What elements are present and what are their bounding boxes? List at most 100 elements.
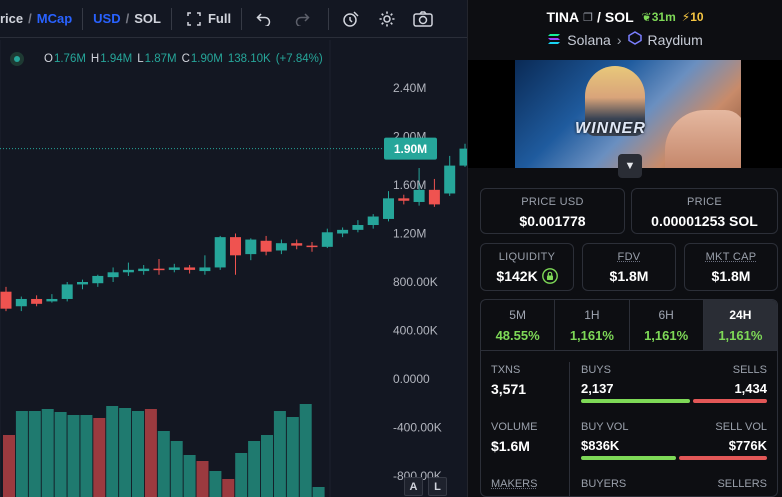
lock-icon[interactable] xyxy=(541,268,558,287)
toggle-separator: / xyxy=(125,11,130,26)
sellers-label: SELLERS xyxy=(717,478,767,490)
candle-body xyxy=(92,275,104,284)
auto-scale-button[interactable]: A xyxy=(404,477,423,496)
banner-text: WINNER xyxy=(575,120,646,137)
chain-link[interactable]: Solana xyxy=(567,31,611,48)
log-scale-button[interactable]: L xyxy=(428,477,447,496)
raydium-icon xyxy=(627,31,642,48)
candle-body xyxy=(245,239,257,255)
candle-body xyxy=(31,298,43,304)
fdv-label[interactable]: FDV xyxy=(617,251,641,263)
mcap-option[interactable]: MCap xyxy=(36,11,73,26)
volume-bar xyxy=(209,471,222,497)
volume-bar xyxy=(67,415,80,497)
volume-label: VOLUME xyxy=(491,421,538,433)
tab-6h-label: 6H xyxy=(658,308,674,322)
pair-title: TINA ❐ / SOL ❦31m ⚡10 xyxy=(468,9,782,25)
open-key: O xyxy=(44,53,53,65)
toolbar-divider xyxy=(241,7,243,30)
tab-5m[interactable]: 5M 48.55% xyxy=(481,300,556,350)
dex-link[interactable]: Raydium xyxy=(647,31,703,48)
quote-symbol: SOL xyxy=(604,9,634,25)
tab-1h-change: 1,161% xyxy=(569,328,614,343)
makers-label[interactable]: MAKERS xyxy=(491,478,538,490)
tab-1h[interactable]: 1H 1,161% xyxy=(555,300,630,350)
volume-stat-value: $1.6M xyxy=(491,438,530,454)
buys-sells-ratio-bar xyxy=(581,399,767,403)
camera-icon[interactable] xyxy=(411,7,435,31)
redo-icon[interactable] xyxy=(290,7,314,31)
sells-bar xyxy=(693,399,767,403)
expand-chevron-icon[interactable]: ▼ xyxy=(618,154,642,178)
candle-body xyxy=(428,189,440,205)
fullscreen-button[interactable]: Full xyxy=(182,0,231,38)
chart-panel: 2.40M 1.60M 1.20M 800.00K 400.00K 0.0000 -400.… xyxy=(0,0,467,497)
volume-bar xyxy=(144,409,157,497)
token-header: TINA ❐ / SOL ❦31m ⚡10 Solana › Raydium xyxy=(468,0,782,60)
volume-bar xyxy=(132,411,144,497)
y-axis-tick: 1.60M xyxy=(393,178,426,192)
price-native-card: PRICE 0.00001253 SOL xyxy=(631,188,778,234)
mktcap-label[interactable]: MKT CAP xyxy=(705,251,757,263)
tab-6h[interactable]: 6H 1,161% xyxy=(630,300,704,350)
solana-icon xyxy=(547,32,561,48)
sol-option[interactable]: SOL xyxy=(134,11,161,26)
volume-bar xyxy=(119,408,132,497)
candle-body xyxy=(459,148,467,166)
fullscreen-icon xyxy=(182,7,206,31)
toolbar-divider xyxy=(170,7,172,30)
candle-body xyxy=(214,237,226,268)
ohlc-legend: O 1.76M H 1.94M L 1.87M C 1.90M 138.10K (+7.… xyxy=(10,46,328,72)
currency-toggle[interactable]: USD / SOL xyxy=(93,0,161,38)
usd-option[interactable]: USD xyxy=(93,11,121,26)
chart-toolbar: rice / MCap USD / SOL Full xyxy=(0,0,467,38)
buyvol-sellvol-ratio-bar xyxy=(581,456,767,460)
volume-bar xyxy=(93,418,106,497)
copy-icon[interactable]: ❐ xyxy=(583,11,593,24)
banner-figure xyxy=(585,66,645,136)
high-key: H xyxy=(90,53,100,65)
y-axis-tick: 0.0000 xyxy=(393,372,430,386)
volume-bar xyxy=(196,461,209,497)
candle-body xyxy=(168,267,180,270)
candle-body xyxy=(15,298,27,307)
candle-body xyxy=(275,243,287,251)
price-chart[interactable]: 2.40M 1.60M 1.20M 800.00K 400.00K 0.0000 -400.… xyxy=(0,0,467,497)
liquidity-value-row: $142K xyxy=(481,268,573,287)
settings-gear-icon[interactable] xyxy=(375,7,399,31)
volume-bar xyxy=(80,415,93,497)
volume-bar xyxy=(170,441,183,497)
alert-clock-icon[interactable] xyxy=(339,7,363,31)
candle-body xyxy=(337,229,349,234)
volume-bar xyxy=(261,435,273,497)
undo-icon[interactable] xyxy=(252,7,276,31)
price-option[interactable]: rice xyxy=(0,11,24,26)
candle-body xyxy=(444,165,456,194)
fullscreen-label: Full xyxy=(207,11,232,26)
price-mcap-toggle[interactable]: rice / MCap xyxy=(0,0,72,38)
sells-label: SELLS xyxy=(732,364,767,376)
candle-body xyxy=(122,269,134,273)
tab-5m-label: 5M xyxy=(509,308,526,322)
volume-stat: VOLUME $1.6M xyxy=(491,421,537,454)
chain-breadcrumb: Solana › Raydium xyxy=(468,31,782,48)
chevron-right-icon: › xyxy=(616,31,622,48)
sprout-icon: ❦ xyxy=(641,10,652,24)
candle-body xyxy=(291,243,303,246)
visibility-dot-icon[interactable] xyxy=(10,52,24,66)
y-axis-tick: -400.00K xyxy=(393,421,442,435)
sell-vol-value: $776K xyxy=(728,438,767,453)
pair-age: ❦31m xyxy=(642,10,676,24)
current-price-label: 1.90M xyxy=(394,142,427,156)
buyers-sellers-row: BUYERS SELLERS xyxy=(581,478,767,490)
candle-body xyxy=(260,240,272,252)
tab-24h[interactable]: 24H 1,161% xyxy=(703,300,777,350)
volume-bar xyxy=(3,435,15,497)
boost-count[interactable]: ⚡10 xyxy=(682,10,704,24)
close-value: 1.90M xyxy=(190,53,223,65)
y-axis-tick: 800.00K xyxy=(393,275,438,289)
candle-body xyxy=(230,237,241,256)
y-axis-tick: 1.20M xyxy=(393,227,426,241)
open-value: 1.76M xyxy=(53,53,86,65)
buys-sells-row: BUYS SELLS 2,137 1,434 xyxy=(581,364,767,403)
